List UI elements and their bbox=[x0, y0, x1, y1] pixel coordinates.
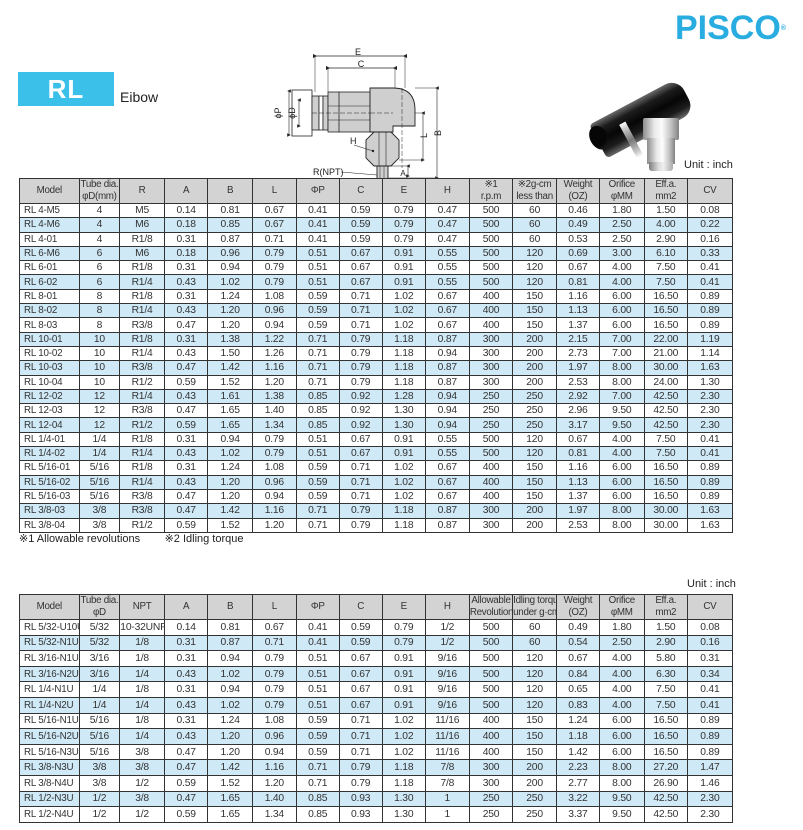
svg-text:B: B bbox=[433, 130, 443, 136]
svg-text:L: L bbox=[419, 133, 429, 138]
svg-text:A: A bbox=[400, 169, 406, 178]
svg-text:ϕD: ϕD bbox=[287, 107, 297, 119]
svg-text:R(NPT): R(NPT) bbox=[313, 167, 344, 177]
svg-text:ϕP: ϕP bbox=[273, 107, 283, 118]
svg-text:E: E bbox=[355, 48, 361, 57]
svg-text:C: C bbox=[358, 59, 365, 69]
svg-text:H: H bbox=[350, 136, 357, 146]
